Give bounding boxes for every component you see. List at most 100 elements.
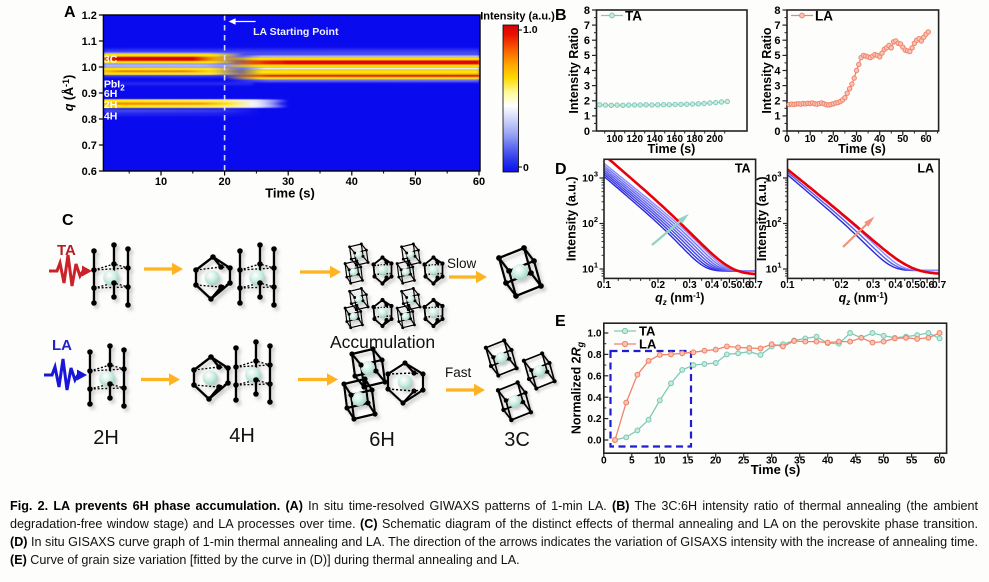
svg-text:8: 8	[774, 5, 780, 17]
svg-text:0.2: 0.2	[834, 280, 848, 291]
svg-text:PbI2: PbI2	[104, 79, 125, 93]
svg-text:LA: LA	[917, 161, 934, 175]
svg-text:0.6: 0.6	[82, 166, 97, 178]
svg-text:0.4: 0.4	[587, 393, 601, 404]
svg-text:0: 0	[784, 134, 790, 145]
svg-text:0.2: 0.2	[587, 414, 601, 425]
svg-text:20: 20	[710, 455, 722, 466]
svg-text:120: 120	[626, 134, 643, 145]
svg-text:7: 7	[584, 20, 590, 32]
svg-text:0.6: 0.6	[737, 280, 751, 291]
svg-text:0: 0	[523, 162, 529, 174]
svg-text:1.0: 1.0	[587, 329, 601, 340]
svg-text:q (Å-1): q (Å-1)	[61, 75, 76, 112]
svg-text:4: 4	[584, 65, 591, 77]
svg-text:40: 40	[822, 455, 834, 466]
svg-text:140: 140	[646, 134, 663, 145]
svg-text:25: 25	[738, 455, 750, 466]
svg-text:5: 5	[629, 455, 635, 466]
svg-text:20: 20	[218, 176, 230, 188]
svg-text:TA: TA	[625, 9, 642, 24]
svg-text:0.9: 0.9	[82, 88, 97, 100]
svg-text:50: 50	[409, 176, 421, 188]
svg-text:0.7: 0.7	[749, 280, 763, 291]
svg-text:4H: 4H	[104, 111, 117, 123]
svg-text:Intensity Ratio: Intensity Ratio	[567, 27, 581, 113]
svg-text:Slow: Slow	[447, 256, 477, 271]
svg-text:TA: TA	[57, 242, 76, 259]
svg-text:0.2: 0.2	[651, 280, 665, 291]
svg-text:6: 6	[774, 35, 780, 47]
svg-text:LA: LA	[52, 337, 72, 354]
svg-text:160: 160	[666, 134, 683, 145]
svg-text:LA: LA	[639, 337, 657, 352]
svg-text:15: 15	[682, 455, 694, 466]
svg-text:Time (s): Time (s)	[838, 142, 886, 156]
svg-text:D: D	[555, 161, 567, 178]
svg-text:0.6: 0.6	[920, 280, 934, 291]
svg-text:0.4: 0.4	[705, 280, 719, 291]
svg-text:60: 60	[920, 134, 932, 145]
svg-text:20: 20	[828, 134, 840, 145]
svg-text:Intensity Ratio: Intensity Ratio	[760, 27, 774, 113]
svg-text:0.7: 0.7	[82, 140, 97, 152]
svg-text:qz (nm-1): qz (nm-1)	[839, 291, 888, 307]
svg-text:0.7: 0.7	[932, 280, 946, 291]
svg-text:10: 10	[155, 176, 167, 188]
svg-text:7: 7	[774, 20, 780, 32]
svg-text:103: 103	[582, 170, 598, 185]
svg-text:5: 5	[774, 50, 780, 62]
svg-text:30: 30	[851, 134, 863, 145]
svg-text:Intensity (a.u.): Intensity (a.u.)	[755, 176, 769, 261]
svg-text:LA Starting Point: LA Starting Point	[253, 26, 339, 38]
svg-text:0.6: 0.6	[587, 371, 601, 382]
svg-text:Time (s): Time (s)	[265, 186, 315, 201]
svg-text:Intensity (a.u.): Intensity (a.u.)	[565, 176, 579, 261]
svg-text:0.5: 0.5	[722, 280, 736, 291]
svg-text:45: 45	[850, 455, 862, 466]
svg-text:2: 2	[584, 96, 590, 108]
svg-text:0: 0	[774, 126, 780, 138]
svg-text:2: 2	[774, 96, 780, 108]
svg-text:55: 55	[906, 455, 918, 466]
svg-text:6H: 6H	[369, 429, 395, 451]
svg-text:30: 30	[282, 176, 294, 188]
svg-text:1: 1	[774, 111, 780, 123]
svg-text:0.0: 0.0	[587, 436, 601, 447]
svg-text:0.8: 0.8	[82, 114, 97, 126]
svg-text:TA: TA	[735, 161, 751, 175]
svg-text:Fast: Fast	[445, 365, 472, 380]
svg-text:TA: TA	[639, 324, 656, 339]
svg-text:0.8: 0.8	[587, 350, 601, 361]
svg-text:0.5: 0.5	[906, 280, 920, 291]
svg-text:1.1: 1.1	[82, 36, 97, 48]
svg-text:1: 1	[584, 111, 590, 123]
svg-text:180: 180	[686, 134, 703, 145]
svg-text:3: 3	[584, 80, 590, 92]
svg-text:E: E	[555, 313, 566, 330]
svg-text:A: A	[64, 4, 76, 21]
svg-text:0: 0	[584, 126, 590, 138]
svg-text:40: 40	[346, 176, 358, 188]
svg-text:60: 60	[934, 455, 946, 466]
svg-text:1.2: 1.2	[82, 10, 97, 22]
svg-text:200: 200	[706, 134, 723, 145]
svg-text:10: 10	[805, 134, 817, 145]
svg-text:50: 50	[897, 134, 909, 145]
svg-text:Time (s): Time (s)	[751, 462, 801, 477]
svg-text:C: C	[62, 212, 74, 229]
svg-text:40: 40	[874, 134, 886, 145]
svg-text:60: 60	[473, 176, 485, 188]
svg-text:0.4: 0.4	[888, 280, 902, 291]
svg-text:101: 101	[766, 261, 782, 276]
svg-text:101: 101	[582, 261, 598, 276]
svg-text:2H: 2H	[93, 427, 119, 449]
svg-text:0: 0	[601, 455, 607, 466]
svg-text:102: 102	[582, 215, 598, 230]
svg-text:8: 8	[584, 5, 590, 17]
svg-text:Normalized 2Rg: Normalized 2Rg	[570, 341, 586, 434]
svg-text:6: 6	[584, 35, 590, 47]
svg-text:50: 50	[878, 455, 890, 466]
svg-text:Intensity (a.u.): Intensity (a.u.)	[480, 11, 555, 23]
svg-text:6H: 6H	[104, 88, 117, 100]
